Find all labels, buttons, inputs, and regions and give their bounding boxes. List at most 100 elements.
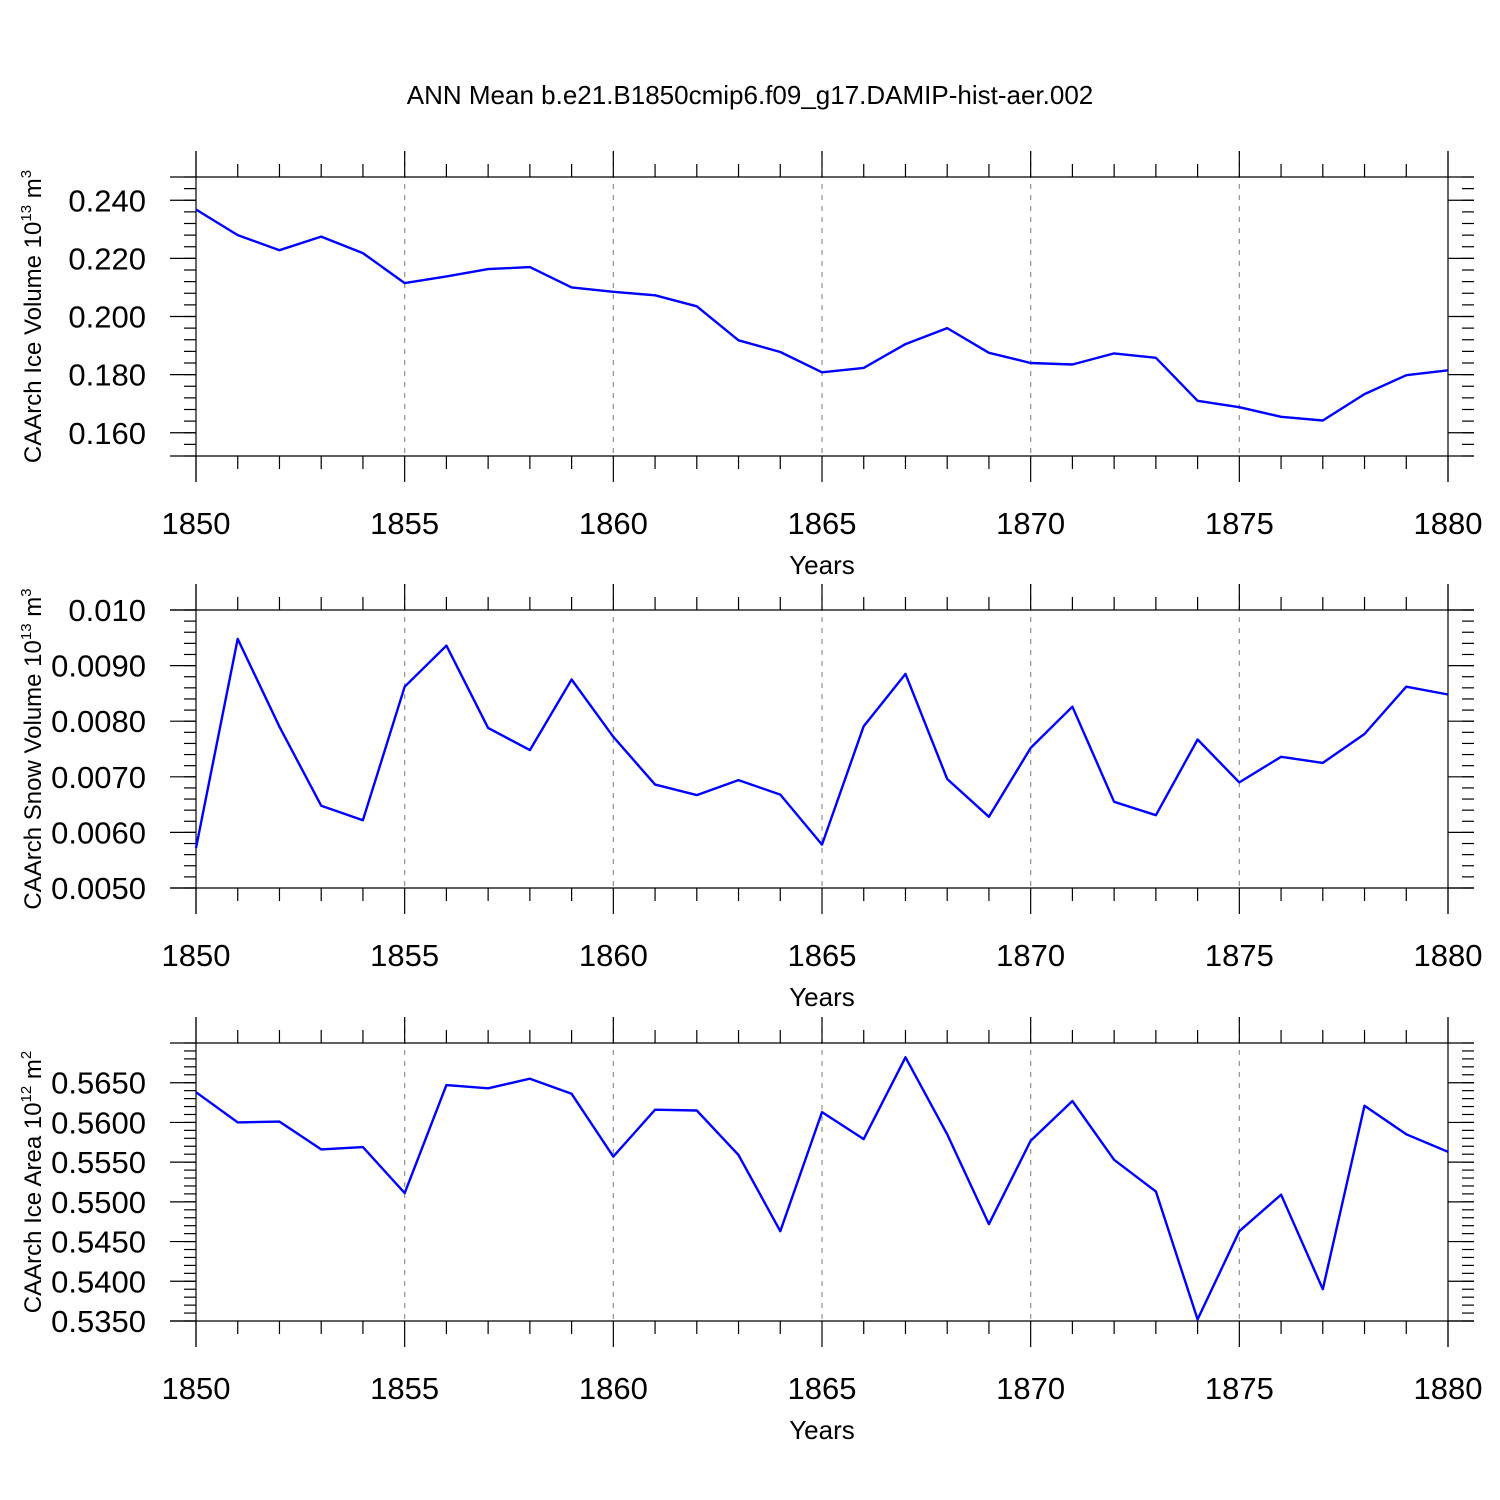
x-tick-label: 1870 (996, 938, 1065, 973)
data-point (528, 748, 532, 752)
data-point (1321, 419, 1325, 423)
series-line (195, 1056, 1449, 1321)
data-point (653, 293, 657, 297)
y-tick-label: 0.200 (68, 300, 146, 335)
x-tick-label: 1855 (370, 938, 439, 973)
y-tick-label: 0.5650 (51, 1066, 146, 1101)
chart-title: ANN Mean b.e21.B1850cmip6.f09_g17.DAMIP-… (407, 80, 1094, 110)
data-point (1237, 780, 1241, 784)
data-point (444, 274, 448, 278)
x-axis-label: Years (789, 982, 855, 1012)
x-tick-label: 1850 (162, 938, 231, 973)
y-tick-label: 0.0060 (51, 815, 146, 850)
y-tick-label: 0.5550 (51, 1145, 146, 1180)
data-point (194, 208, 198, 212)
data-point (653, 1108, 657, 1112)
data-point (1029, 746, 1033, 750)
y-tick-label: 0.5500 (51, 1185, 146, 1220)
data-point (1279, 755, 1283, 759)
panel-1: 1850 1855 1860 1865 1870 1875 1880 0.160 0.180 0.… (18, 151, 1482, 580)
data-point (945, 1132, 949, 1136)
x-tick-label: 1860 (579, 1371, 648, 1406)
data-point (1404, 685, 1408, 689)
y-axis-label: CAArch Snow Volume 1013 m3 (18, 588, 47, 909)
data-point (611, 1155, 615, 1159)
data-point (1070, 1099, 1074, 1103)
data-point (528, 265, 532, 269)
data-point (987, 1222, 991, 1226)
data-point (653, 783, 657, 787)
x-tick-label: 1875 (1205, 1371, 1274, 1406)
data-point (361, 818, 365, 822)
data-point (319, 235, 323, 239)
y-tick-label: 0.0050 (51, 871, 146, 906)
y-tick-label: 0.5350 (51, 1304, 146, 1339)
data-point (1196, 1317, 1200, 1321)
y-tick-label: 0.220 (68, 241, 146, 276)
y-tick-label: 0.0070 (51, 760, 146, 795)
y-tick-label: 0.160 (68, 416, 146, 451)
data-point (570, 285, 574, 289)
data-point (361, 251, 365, 255)
data-point (611, 290, 615, 294)
x-tick-label: 1865 (788, 938, 857, 973)
y-tick-label: 0.0090 (51, 649, 146, 684)
data-point (1321, 761, 1325, 765)
y-axis-label: CAArch Ice Volume 1013 m3 (18, 170, 47, 463)
y-tick-label: 0.0080 (51, 704, 146, 739)
data-point (611, 735, 615, 739)
data-point (486, 1086, 490, 1090)
data-point (1154, 356, 1158, 360)
data-point (778, 1229, 782, 1233)
data-point (820, 843, 824, 847)
data-point (862, 724, 866, 728)
data-point (319, 804, 323, 808)
data-point (987, 351, 991, 355)
data-point (862, 366, 866, 370)
series-line (194, 637, 1449, 849)
data-point (737, 778, 741, 782)
data-point (277, 248, 281, 252)
data-point (403, 281, 407, 285)
y-tick-label: 0.5400 (51, 1264, 146, 1299)
x-tick-label: 1875 (1205, 506, 1274, 541)
data-point (1237, 405, 1241, 409)
data-point (1279, 1193, 1283, 1197)
x-tick-label: 1865 (788, 1371, 857, 1406)
data-point (444, 1083, 448, 1087)
x-tick-label: 1880 (1414, 938, 1483, 973)
data-point (236, 637, 240, 641)
y-tick-label: 0.010 (68, 593, 146, 628)
data-point (1404, 373, 1408, 377)
data-point (1446, 368, 1450, 372)
data-point (1446, 1150, 1450, 1154)
data-point (1363, 732, 1367, 736)
data-point (1070, 362, 1074, 366)
data-point (1363, 1104, 1367, 1108)
data-point (1321, 1287, 1325, 1291)
data-point (1363, 392, 1367, 396)
data-point (361, 1145, 365, 1149)
data-point (403, 685, 407, 689)
data-point (1279, 415, 1283, 419)
data-point (403, 1191, 407, 1195)
data-point (486, 726, 490, 730)
data-point (236, 1120, 240, 1124)
data-point (987, 815, 991, 819)
data-point (1446, 693, 1450, 697)
y-tick-label: 0.240 (68, 183, 146, 218)
panels: 1850 1855 1860 1865 1870 1875 1880 0.160 0.180 0.… (18, 151, 1482, 1445)
y-tick-label: 0.5600 (51, 1105, 146, 1140)
data-point (737, 338, 741, 342)
data-point (1154, 813, 1158, 817)
x-tick-label: 1870 (996, 1371, 1065, 1406)
data-point (1112, 800, 1116, 804)
data-point (444, 644, 448, 648)
data-point (319, 1147, 323, 1151)
data-point (194, 846, 198, 850)
data-point (1237, 1229, 1241, 1233)
x-tick-label: 1850 (162, 1371, 231, 1406)
data-point (1112, 1158, 1116, 1162)
x-tick-label: 1860 (579, 506, 648, 541)
data-point (486, 267, 490, 271)
